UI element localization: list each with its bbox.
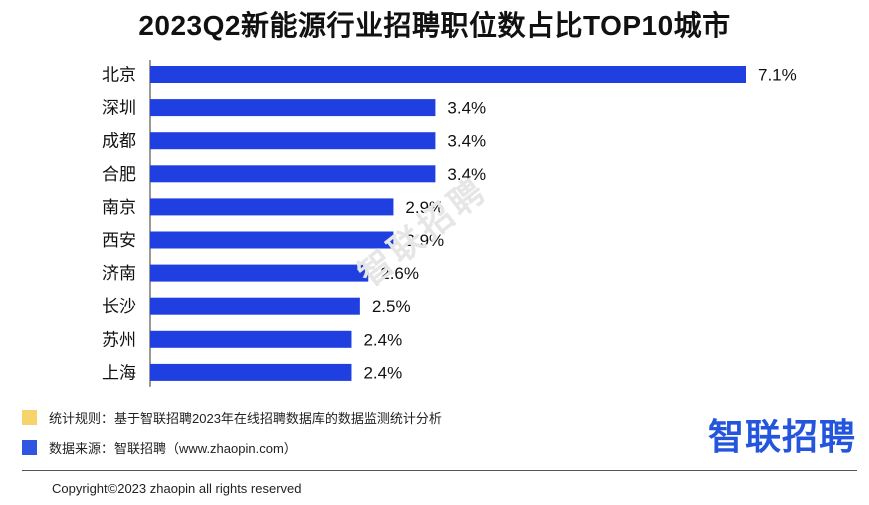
bar	[150, 264, 369, 282]
category-label: 西安	[102, 231, 136, 251]
note-source-text: 数据来源：智联招聘（www.zhaopin.com）	[49, 441, 297, 456]
bar	[150, 231, 394, 249]
category-label: 深圳	[102, 99, 136, 119]
category-label: 苏州	[102, 330, 136, 350]
note-rule: 统计规则：基于智联招聘2023年在线招聘数据库的数据监测统计分析	[22, 408, 442, 427]
value-label: 2.5%	[372, 297, 411, 316]
bar	[150, 165, 436, 183]
value-label: 2.9%	[405, 198, 444, 217]
note-source-swatch	[22, 440, 37, 455]
category-label: 上海	[102, 363, 136, 383]
bar	[150, 66, 746, 83]
value-label: 3.4%	[447, 99, 486, 118]
bar	[150, 132, 436, 150]
zhaopin-logo: 智联招聘	[708, 416, 857, 457]
category-label: 济南	[102, 264, 136, 284]
value-label: 3.4%	[447, 165, 486, 184]
copyright-text: Copyright©2023 zhaopin all rights reserv…	[52, 481, 302, 496]
value-label: 2.6%	[380, 264, 419, 283]
category-label: 长沙	[102, 297, 136, 317]
value-label: 7.1%	[758, 66, 797, 85]
bar	[150, 99, 436, 117]
value-label: 2.4%	[363, 363, 402, 382]
note-rule-swatch	[22, 410, 37, 425]
bar	[150, 363, 352, 381]
note-rule-text: 统计规则：基于智联招聘2023年在线招聘数据库的数据监测统计分析	[49, 411, 442, 426]
value-label: 3.4%	[447, 132, 486, 151]
bar	[150, 330, 352, 348]
footer-divider	[22, 470, 857, 471]
bar-chart: 北京 7.1% 深圳 3.4% 成都 3.4% 合肥 3.4% 南京 2.9% 西安 2.9% 济南 2.…	[102, 60, 797, 387]
value-label: 2.9%	[405, 231, 444, 250]
chart-title: 2023Q2新能源行业招聘职位数占比TOP10城市	[138, 10, 731, 41]
category-label: 北京	[102, 66, 136, 86]
category-label: 南京	[102, 198, 136, 218]
note-source: 数据来源：智联招聘（www.zhaopin.com）	[22, 438, 297, 457]
bar	[150, 198, 394, 216]
category-label: 合肥	[102, 165, 136, 185]
value-label: 2.4%	[363, 330, 402, 349]
bar	[150, 297, 360, 315]
category-label: 成都	[102, 132, 136, 152]
